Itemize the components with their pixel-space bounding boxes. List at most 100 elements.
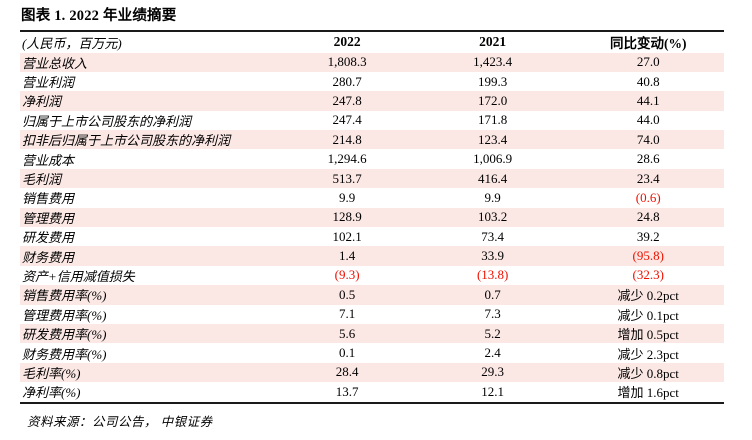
row-label: 研发费用率(%)	[22, 327, 107, 343]
value-2021: 73.4	[481, 228, 505, 244]
row-label: 营业利润	[22, 75, 75, 91]
value-yoy-change: 28.6	[636, 151, 660, 167]
value-2021: 7.3	[484, 306, 501, 322]
value-2022: 247.4	[332, 112, 362, 128]
row-label: 资产+信用减值损失	[22, 268, 135, 284]
table-header-row: (人民币，百万元) 2022 2021 同比变动(%)	[20, 32, 724, 53]
value-2022: 128.9	[332, 209, 362, 225]
value-2022: 280.7	[332, 73, 362, 89]
table-row: 营业总收入 1,808.3 1,423.4 27.0	[20, 52, 724, 72]
table-row: 财务费用率(%) 0.1 2.4 减少 2.3pct	[20, 343, 724, 362]
value-2021: 2.4	[484, 345, 501, 361]
value-2022: 214.8	[332, 131, 362, 147]
value-yoy-change: 24.8	[636, 209, 660, 225]
figure-title: 图表 1. 2022 年业绩摘要	[21, 8, 177, 24]
value-2022: 1,294.6	[327, 151, 367, 167]
value-2022: 102.1	[332, 228, 362, 244]
value-yoy-change: 增加 0.5pct	[617, 327, 679, 343]
value-yoy-change: (95.8)	[632, 248, 664, 264]
value-yoy-change: 27.0	[636, 54, 660, 70]
value-2021: 12.1	[481, 383, 505, 399]
row-label: 管理费用	[22, 210, 75, 226]
value-2022: 28.4	[335, 364, 359, 380]
value-2021: 1,006.9	[473, 151, 513, 167]
row-label: 扣非后归属于上市公司股东的净利润	[22, 133, 231, 149]
column-header-2021: 2021	[479, 34, 507, 50]
row-label: 归属于上市公司股东的净利润	[22, 113, 192, 129]
row-label: 净利率(%)	[22, 385, 81, 401]
value-2021: 0.7	[484, 286, 501, 302]
value-2022: 5.6	[338, 325, 356, 341]
value-yoy-change: (0.6)	[635, 189, 661, 205]
row-label: 毛利润	[22, 172, 62, 188]
value-2022: 9.9	[338, 189, 356, 205]
row-label: 管理费用率(%)	[22, 307, 107, 323]
value-2021: 9.9	[484, 189, 501, 205]
table-row: 管理费用率(%) 7.1 7.3 减少 0.1pct	[20, 305, 724, 324]
row-label: 营业总收入	[22, 55, 88, 71]
table-row: 营业成本 1,294.6 1,006.9 28.6	[20, 149, 724, 168]
unit-label: (人民币，百万元)	[22, 35, 122, 51]
row-label: 财务费用率(%)	[22, 346, 107, 362]
value-yoy-change: (32.3)	[632, 267, 664, 283]
value-2021: 1,423.4	[473, 54, 513, 70]
value-yoy-change: 44.1	[636, 92, 660, 108]
value-2022: 7.1	[338, 306, 356, 322]
value-yoy-change: 23.4	[636, 170, 660, 186]
table-row: 扣非后归属于上市公司股东的净利润 214.8 123.4 74.0	[20, 130, 724, 150]
row-label: 销售费用率(%)	[22, 288, 107, 304]
table-row: 净利率(%) 13.7 12.1 增加 1.6pct	[20, 382, 724, 401]
table-row: 毛利润 513.7 416.4 23.4	[20, 168, 724, 189]
value-2022: 0.1	[338, 345, 356, 361]
value-2021: (13.8)	[476, 267, 509, 283]
table-row: 研发费用 102.1 73.4 39.2	[20, 227, 724, 246]
value-2022: (9.3)	[334, 267, 360, 283]
value-2021: 199.3	[478, 73, 508, 89]
value-yoy-change: 39.2	[636, 228, 660, 244]
value-2021: 171.8	[478, 112, 508, 128]
table-row: 归属于上市公司股东的净利润 247.4 171.8 44.0	[20, 111, 724, 130]
row-label: 财务费用	[22, 249, 75, 265]
value-yoy-change: 减少 2.3pct	[617, 346, 679, 362]
value-yoy-change: 40.8	[636, 73, 660, 89]
row-label: 净利润	[22, 94, 62, 110]
row-label: 毛利率(%)	[22, 365, 81, 381]
value-2022: 0.5	[338, 286, 356, 302]
table-row: 毛利率(%) 28.4 29.3 减少 0.8pct	[20, 362, 724, 383]
table-row: 研发费用率(%) 5.6 5.2 增加 0.5pct	[20, 323, 724, 344]
value-yoy-change: 74.0	[636, 131, 660, 147]
value-2021: 5.2	[484, 325, 501, 341]
value-2021: 172.0	[478, 92, 508, 108]
value-2021: 123.4	[478, 131, 508, 147]
value-2022: 247.8	[332, 92, 362, 108]
value-2022: 1,808.3	[327, 54, 367, 70]
table-row: 净利润 247.8 172.0 44.1	[20, 91, 724, 111]
table-row: 管理费用 128.9 103.2 24.8	[20, 207, 724, 228]
column-header-yoy-change: 同比变动(%)	[609, 36, 687, 52]
value-2021: 103.2	[478, 209, 508, 225]
value-yoy-change: 增加 1.6pct	[617, 385, 679, 401]
row-label: 销售费用	[22, 191, 75, 207]
performance-summary-table: (人民币，百万元) 2022 2021 同比变动(%) 营业总收入 1,808.…	[20, 30, 724, 404]
value-2022: 513.7	[332, 170, 362, 186]
value-yoy-change: 减少 0.1pct	[617, 307, 679, 323]
figure-content: 图表 1. 2022 年业绩摘要 (人民币，百万元) 2022 2021 同比变…	[20, 8, 724, 430]
value-yoy-change: 44.0	[636, 112, 660, 128]
value-yoy-change: 减少 0.8pct	[617, 365, 679, 381]
value-2021: 33.9	[481, 248, 505, 264]
column-header-2022: 2022	[333, 34, 361, 50]
row-label: 研发费用	[22, 230, 75, 246]
table-body: 营业总收入 1,808.3 1,423.4 27.0 营业利润 280.7 19…	[20, 52, 724, 402]
value-yoy-change: 减少 0.2pct	[617, 288, 679, 304]
table-row: 销售费用 9.9 9.9 (0.6)	[20, 188, 724, 207]
source-note: 资料来源：公司公告， 中银证券	[27, 414, 213, 429]
table-row: 资产+信用减值损失 (9.3) (13.8) (32.3)	[20, 266, 724, 285]
row-label: 营业成本	[22, 152, 75, 168]
value-2021: 29.3	[481, 364, 505, 380]
table-row: 财务费用 1.4 33.9 (95.8)	[20, 246, 724, 266]
value-2022: 13.7	[335, 383, 359, 399]
table-row: 营业利润 280.7 199.3 40.8	[20, 72, 724, 91]
value-2022: 1.4	[338, 248, 356, 264]
value-2021: 416.4	[478, 170, 508, 186]
